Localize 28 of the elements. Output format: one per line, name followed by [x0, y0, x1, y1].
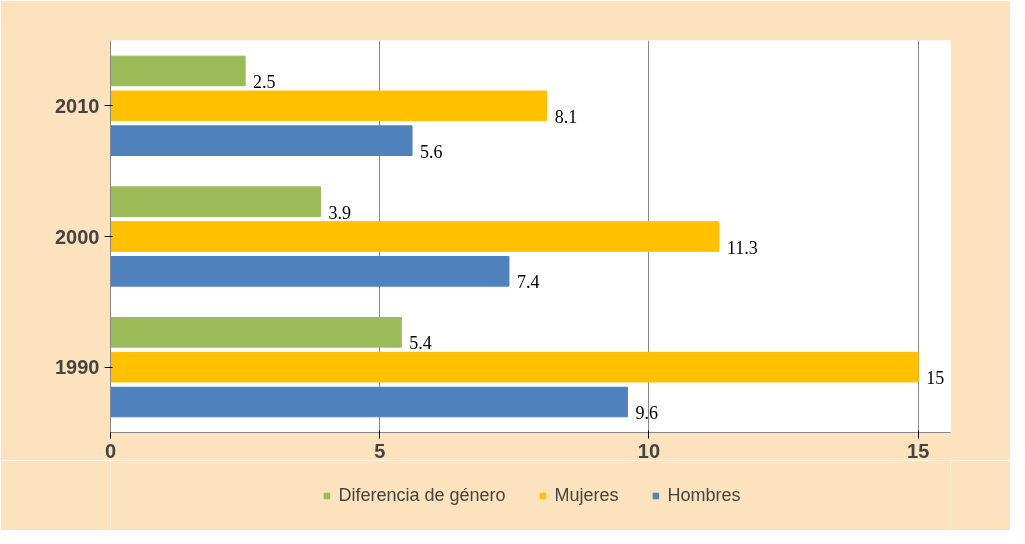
data-label: 7.4	[516, 272, 540, 293]
legend-label: Diferencia de género	[338, 484, 506, 506]
x-tick-label: 0	[104, 439, 117, 462]
bar	[110, 125, 413, 156]
data-label: 9.6	[635, 403, 658, 424]
x-tick-label: 10	[637, 439, 661, 462]
bar	[110, 351, 919, 383]
bar	[110, 186, 321, 217]
x-tick-label: 5	[374, 439, 386, 462]
data-label: 2.5	[253, 71, 276, 92]
legend-label: Hombres	[667, 484, 741, 506]
bar	[110, 256, 510, 287]
data-label: 8.1	[554, 106, 578, 127]
bar	[110, 55, 246, 87]
y-tick-label: 2000	[55, 225, 100, 248]
data-label: 11.3	[726, 237, 758, 258]
bar	[110, 386, 628, 418]
y-tick-label: 2010	[55, 94, 100, 117]
bar	[110, 90, 548, 122]
y-tick-label: 1990	[55, 356, 100, 379]
data-label: 5.4	[409, 333, 432, 354]
bar	[110, 221, 720, 252]
legend-label: Mujeres	[554, 484, 619, 506]
bar	[110, 317, 402, 348]
data-label: 5.6	[420, 141, 443, 162]
data-label: 15	[926, 368, 945, 389]
x-tick-label: 15	[907, 439, 930, 462]
data-label: 3.9	[328, 202, 351, 223]
